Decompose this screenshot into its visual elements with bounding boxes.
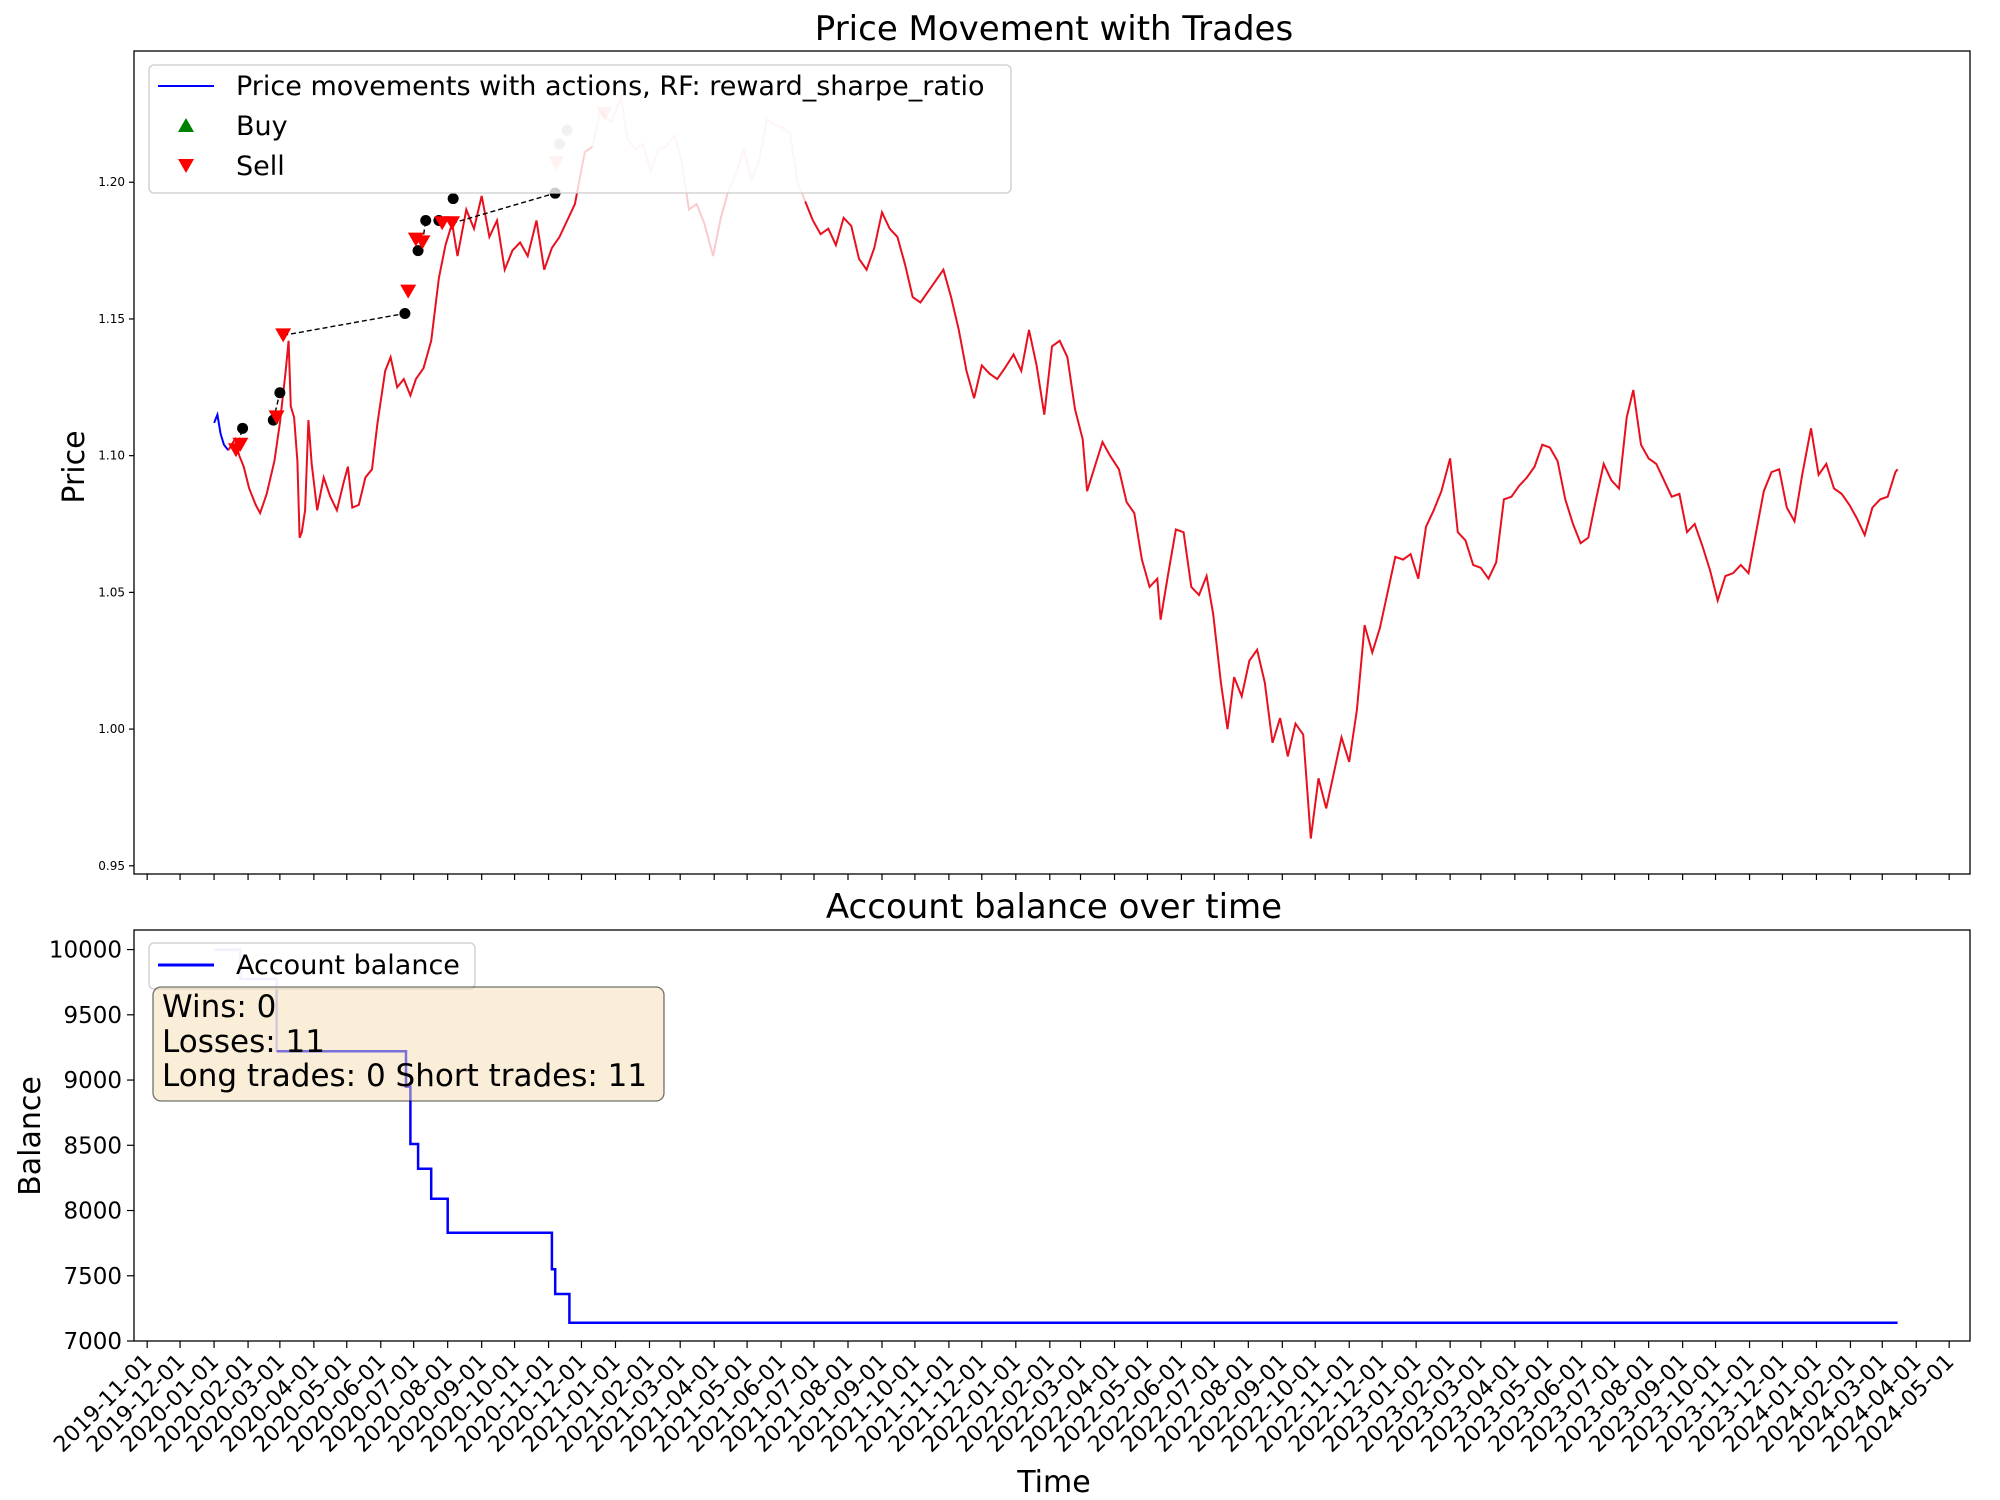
balance-ytick-label: 8000 xyxy=(63,1199,122,1225)
buy-legend-marker xyxy=(178,118,194,132)
balance-chart-ylabel: Balance xyxy=(13,1076,48,1196)
sell-marker xyxy=(400,284,417,299)
price-chart-title: Price Movement with Trades xyxy=(815,9,1293,49)
sell-marker xyxy=(232,437,249,452)
trade-link xyxy=(283,312,406,337)
price-ytick-label: 1.00 xyxy=(98,722,125,736)
balance-ytick-label: 7000 xyxy=(63,1329,122,1355)
price-chart-frame xyxy=(133,50,1971,875)
price-ytick-label: 1.10 xyxy=(98,449,125,463)
trade-exit-marker xyxy=(399,307,411,319)
price-legend-price-label: Price movements with actions, RF: reward… xyxy=(236,71,985,102)
trade-exit-marker xyxy=(412,245,424,257)
balance-ytick-label: 10000 xyxy=(49,938,122,964)
trade-exit-marker xyxy=(447,193,459,205)
balance-legend-label: Account balance xyxy=(236,950,460,981)
trade-link xyxy=(451,192,556,224)
sell-marker xyxy=(268,410,285,425)
trade-stats-box: Wins: 0 Losses: 11 Long trades: 0 Short … xyxy=(152,986,665,1102)
sell-legend-label: Sell xyxy=(236,151,285,182)
sell-marker xyxy=(444,216,461,231)
sell-marker xyxy=(275,328,292,343)
price-line-segment-red xyxy=(804,201,1899,839)
price-ytick-label: 1.15 xyxy=(98,312,125,326)
buy-legend-label: Buy xyxy=(236,111,288,142)
price-ytick-label: 1.20 xyxy=(98,175,125,189)
balance-ytick-label: 9000 xyxy=(63,1068,122,1094)
losses-text: Losses: 11 xyxy=(162,1024,325,1060)
trade-stats-background xyxy=(152,986,665,1102)
price-chart-ylabel: Price xyxy=(57,430,92,503)
trade-exit-marker xyxy=(274,387,286,399)
trade-exit-marker xyxy=(420,215,432,227)
price-chart: Price Movement with Trades Price 0.95 1.0… xyxy=(57,9,1971,880)
price-legend-box xyxy=(148,64,1012,194)
balance-ytick-label: 7500 xyxy=(63,1264,122,1290)
balance-chart-xlabel: Time xyxy=(1016,1465,1090,1500)
wins-text: Wins: 0 xyxy=(162,989,276,1025)
price-chart-legend: Price movements with actions, RF: reward… xyxy=(148,64,1012,194)
balance-chart-frame xyxy=(133,929,1971,1342)
balance-ytick-label: 8500 xyxy=(63,1133,122,1159)
sell-marker xyxy=(414,235,431,250)
trades-text: Long trades: 0 Short trades: 11 xyxy=(162,1058,647,1094)
balance-chart-title: Account balance over time xyxy=(826,887,1282,927)
price-line-segment-blue xyxy=(213,411,230,451)
price-ytick-label: 1.05 xyxy=(98,585,125,599)
balance-chart-legend: Account balance xyxy=(148,942,476,990)
balance-chart: Account balance over time Balance Time 7… xyxy=(13,887,1971,1500)
price-line-segment-red xyxy=(227,145,594,539)
balance-ytick-label: 9500 xyxy=(63,1003,122,1029)
price-ytick-label: 0.95 xyxy=(98,859,125,873)
sell-legend-marker xyxy=(178,159,194,173)
trade-exit-marker xyxy=(237,422,249,434)
